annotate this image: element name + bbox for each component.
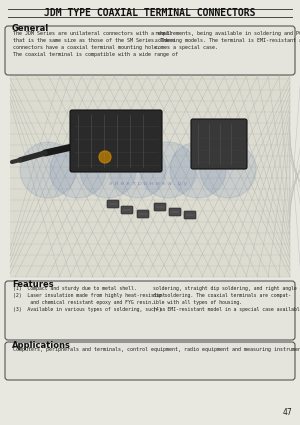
- Text: The JDM Series are unilateral connectors with a shell
that is the same size as t: The JDM Series are unilateral connectors…: [13, 31, 178, 57]
- Text: JDM TYPE COAXIAL TERMINAL CONNECTORS: JDM TYPE COAXIAL TERMINAL CONNECTORS: [44, 8, 256, 18]
- Circle shape: [50, 142, 106, 198]
- FancyBboxPatch shape: [5, 342, 295, 380]
- FancyBboxPatch shape: [5, 281, 295, 340]
- Text: General: General: [12, 24, 49, 33]
- Text: requirements, being available in soldering and PCB dip
soldering models. The ter: requirements, being available in solderi…: [155, 31, 300, 50]
- Circle shape: [110, 142, 166, 198]
- FancyBboxPatch shape: [5, 26, 295, 75]
- FancyBboxPatch shape: [137, 210, 149, 218]
- FancyBboxPatch shape: [169, 208, 181, 216]
- FancyBboxPatch shape: [107, 200, 119, 208]
- FancyBboxPatch shape: [10, 75, 290, 277]
- Circle shape: [140, 142, 196, 198]
- Circle shape: [99, 151, 111, 163]
- FancyBboxPatch shape: [184, 211, 196, 219]
- FancyBboxPatch shape: [121, 206, 133, 214]
- FancyBboxPatch shape: [154, 203, 166, 211]
- Circle shape: [200, 142, 256, 198]
- FancyBboxPatch shape: [191, 119, 247, 169]
- Text: soldering, straight dip soldering, and right angle
dip soldering. The coaxial te: soldering, straight dip soldering, and r…: [153, 286, 300, 312]
- Circle shape: [170, 142, 226, 198]
- FancyBboxPatch shape: [70, 110, 162, 172]
- Circle shape: [20, 142, 76, 198]
- Text: (1)  Compact and sturdy due to metal shell.
(2)  Laser insulation made from high: (1) Compact and sturdy due to metal shel…: [13, 286, 165, 312]
- Circle shape: [80, 142, 136, 198]
- Text: Applications: Applications: [12, 341, 71, 350]
- Text: Computers, peripherals and terminals, control equipment, radio equipment and mea: Computers, peripherals and terminals, co…: [13, 347, 300, 352]
- Text: 47: 47: [282, 408, 292, 417]
- Text: Features: Features: [12, 280, 54, 289]
- Text: э л е к т р о н и к а . р у: э л е к т р о н и к а . р у: [109, 181, 187, 185]
